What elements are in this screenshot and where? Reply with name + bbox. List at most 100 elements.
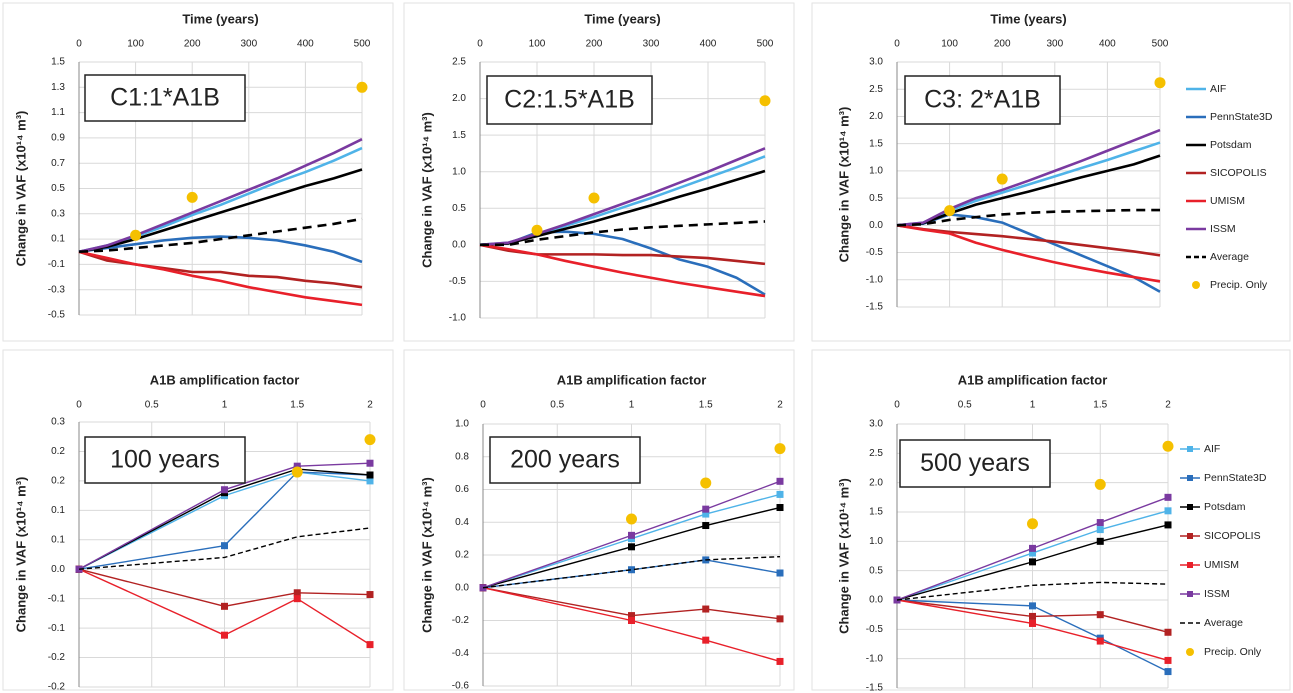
y-tick-label: 1.0: [455, 419, 469, 430]
series-line: [482, 587, 781, 620]
x-tick-label: 1.5: [290, 400, 304, 411]
point-marker: [776, 615, 784, 623]
series-line: [479, 169, 766, 247]
point-marker: [776, 477, 784, 485]
series-line: [78, 168, 363, 254]
legend-label: UMISM: [1210, 195, 1245, 207]
precip-point: [944, 205, 956, 217]
y-tick-label: -0.2: [48, 652, 66, 663]
y-tick-label: -1.5: [866, 302, 884, 313]
point-marker: [1096, 519, 1104, 527]
legend-label: ISSM: [1210, 223, 1236, 235]
legend-marker: [1187, 446, 1193, 452]
y-axis-title: Change in VAF (x10¹⁴ m³): [13, 477, 28, 633]
y-tick-label: -0.5: [866, 624, 884, 635]
y-tick-label: 1.0: [452, 166, 466, 177]
y-tick-label: -0.2: [452, 615, 470, 626]
x-tick-label: 0.5: [145, 400, 159, 411]
y-tick-label: 1.5: [869, 507, 883, 518]
x-tick-label: 0: [76, 39, 82, 50]
x-tick-label: 300: [1046, 39, 1063, 50]
y-tick-label: -1.5: [866, 683, 884, 693]
panel-frame: [403, 349, 795, 691]
legend-marker: [1187, 533, 1193, 539]
point-marker: [366, 471, 374, 479]
x-tick-label: 400: [1099, 39, 1116, 50]
y-tick-label: 0.6: [455, 484, 469, 495]
annotation-box: [84, 436, 246, 484]
x-tick-label: 500: [354, 39, 371, 50]
x-tick-label: 200: [184, 39, 201, 50]
legend-label: SICOPOLIS: [1210, 167, 1267, 179]
y-tick-label: 0.2: [51, 476, 65, 487]
y-tick-label: 1.5: [51, 57, 65, 68]
precip-point: [588, 192, 600, 204]
legend-marker: [1187, 591, 1193, 597]
annotation: 100 years: [110, 446, 220, 474]
annotation: 200 years: [510, 446, 620, 474]
series-line: [482, 506, 781, 589]
y-axis-title: Change in VAF (x10¹⁴ m³): [13, 111, 28, 267]
precip-point: [186, 191, 198, 203]
y-axis-title: Change in VAF (x10¹⁴ m³): [419, 477, 434, 633]
point-marker: [366, 641, 374, 649]
y-tick-label: -1.0: [866, 653, 884, 664]
y-axis-title: Change in VAF (x10¹⁴ m³): [836, 107, 851, 263]
point-marker: [221, 631, 228, 639]
y-tick-label: -1.0: [866, 274, 884, 285]
y-tick-label: 2.0: [869, 111, 883, 122]
x-tick-label: 100: [529, 39, 546, 50]
y-tick-label: 2.5: [452, 57, 466, 68]
point-marker: [776, 657, 784, 665]
y-tick-label: -0.3: [48, 284, 66, 295]
series-line: [479, 243, 766, 298]
series-line: [896, 224, 1161, 283]
y-axis-title: Change in VAF (x10¹⁴ m³): [836, 478, 851, 634]
x-axis-title: Time (years): [182, 11, 258, 26]
annotation: C2:1.5*A1B: [504, 86, 635, 114]
legend-label: UMISM: [1204, 559, 1239, 571]
point-marker: [293, 589, 301, 597]
point-marker: [293, 462, 301, 470]
y-tick-label: 3.0: [869, 57, 883, 68]
x-tick-label: 100: [127, 39, 144, 50]
point-marker: [293, 595, 301, 603]
panel-frame: [2, 349, 394, 691]
series-line: [896, 141, 1161, 227]
point-marker: [221, 486, 228, 494]
precip-point: [1094, 478, 1106, 490]
point-marker: [628, 612, 635, 620]
series-line: [78, 527, 371, 570]
y-tick-label: 0.2: [51, 446, 65, 457]
x-tick-label: 200: [994, 39, 1011, 50]
x-tick-label: 500: [757, 39, 774, 50]
series-line: [896, 524, 1169, 601]
precip-point: [1162, 440, 1174, 452]
y-tick-label: 1.5: [869, 138, 883, 149]
legend-label: PennState3D: [1210, 111, 1273, 123]
precip-point: [291, 466, 303, 478]
y-tick-label: -0.5: [48, 310, 66, 321]
annotation: C1:1*A1B: [110, 84, 220, 112]
y-tick-label: 0.5: [452, 203, 466, 214]
x-axis-title: A1B amplification factor: [150, 372, 300, 387]
series-line: [482, 493, 781, 589]
annotation: 500 years: [920, 449, 1030, 477]
annotation-box: [486, 75, 653, 125]
y-tick-label: 0.1: [51, 534, 65, 545]
point-marker: [1096, 526, 1104, 534]
legend-label: Average: [1204, 617, 1243, 629]
legend-label: Potsdam: [1204, 501, 1246, 513]
y-tick-label: -0.6: [452, 681, 470, 692]
x-tick-label: 100: [941, 39, 958, 50]
legend-label: PennState3D: [1204, 472, 1267, 484]
point-marker: [221, 602, 228, 610]
precip-point: [700, 477, 712, 489]
y-tick-label: 0.1: [51, 234, 65, 245]
y-tick-label: 2.5: [869, 448, 883, 459]
series-line: [896, 154, 1161, 227]
x-tick-label: 1.5: [1093, 400, 1107, 411]
y-tick-label: -0.1: [48, 259, 66, 270]
y-tick-label: -0.1: [48, 593, 66, 604]
series-line: [896, 128, 1161, 227]
